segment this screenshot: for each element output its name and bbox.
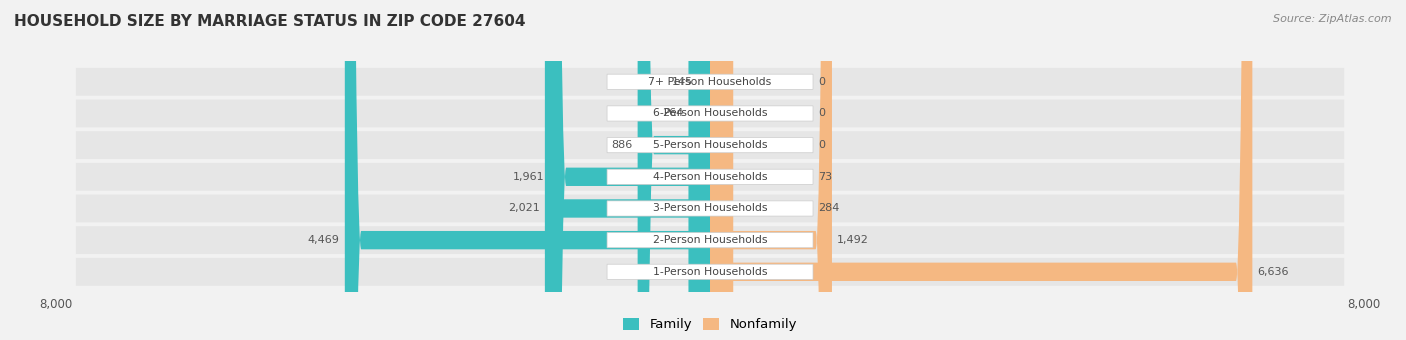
FancyBboxPatch shape [607,264,813,279]
FancyBboxPatch shape [546,0,710,340]
Text: 145: 145 [672,77,693,87]
Text: 4-Person Households: 4-Person Households [652,172,768,182]
Text: 0: 0 [818,108,825,118]
Text: 284: 284 [818,203,839,214]
Text: 0: 0 [818,140,825,150]
FancyBboxPatch shape [607,201,813,216]
FancyBboxPatch shape [76,131,1344,159]
FancyBboxPatch shape [710,0,832,340]
Text: 3-Person Households: 3-Person Households [652,203,768,214]
FancyBboxPatch shape [607,169,813,184]
FancyBboxPatch shape [76,100,1344,128]
FancyBboxPatch shape [689,0,710,340]
FancyBboxPatch shape [76,68,1344,96]
Text: 73: 73 [818,172,832,182]
Text: 6-Person Households: 6-Person Households [652,108,768,118]
FancyBboxPatch shape [550,0,710,340]
Text: 264: 264 [662,108,683,118]
FancyBboxPatch shape [710,0,1253,340]
FancyBboxPatch shape [607,233,813,248]
Text: 1-Person Households: 1-Person Households [652,267,768,277]
FancyBboxPatch shape [607,106,813,121]
FancyBboxPatch shape [76,258,1344,286]
Text: 5-Person Households: 5-Person Households [652,140,768,150]
FancyBboxPatch shape [76,194,1344,222]
FancyBboxPatch shape [76,163,1344,191]
FancyBboxPatch shape [344,0,710,340]
Text: 886: 886 [612,140,633,150]
Text: 2,021: 2,021 [508,203,540,214]
FancyBboxPatch shape [710,0,734,340]
Text: 4,469: 4,469 [308,235,340,245]
FancyBboxPatch shape [607,137,813,153]
FancyBboxPatch shape [607,74,813,89]
FancyBboxPatch shape [76,226,1344,254]
FancyBboxPatch shape [693,0,714,340]
Text: 1,492: 1,492 [837,235,869,245]
Text: 0: 0 [818,77,825,87]
Text: Source: ZipAtlas.com: Source: ZipAtlas.com [1274,14,1392,23]
Text: 6,636: 6,636 [1257,267,1289,277]
Text: 1,961: 1,961 [513,172,544,182]
Text: HOUSEHOLD SIZE BY MARRIAGE STATUS IN ZIP CODE 27604: HOUSEHOLD SIZE BY MARRIAGE STATUS IN ZIP… [14,14,526,29]
FancyBboxPatch shape [638,0,710,340]
FancyBboxPatch shape [700,0,727,340]
Text: 7+ Person Households: 7+ Person Households [648,77,772,87]
Legend: Family, Nonfamily: Family, Nonfamily [619,313,801,337]
Text: 2-Person Households: 2-Person Households [652,235,768,245]
